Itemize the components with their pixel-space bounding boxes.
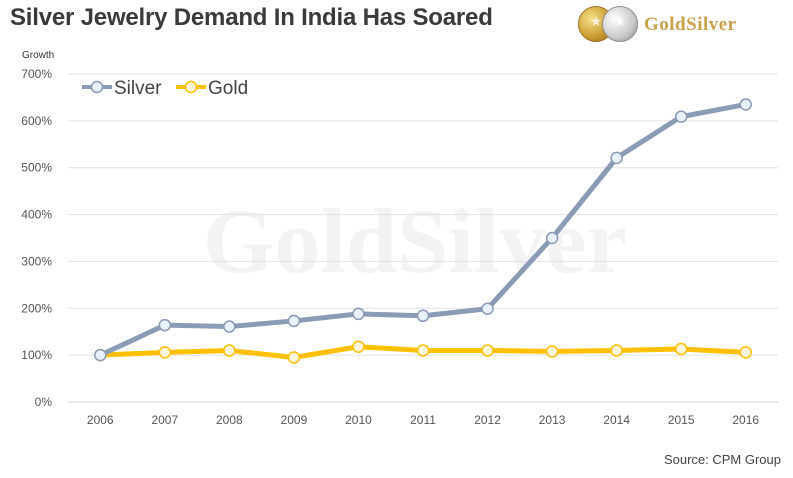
legend-item-gold: Gold	[176, 78, 248, 99]
legend-marker-silver	[90, 80, 104, 94]
data-point-silver	[416, 309, 430, 323]
data-point-gold	[481, 344, 494, 357]
data-point-silver	[158, 318, 172, 332]
x-tick-label: 2016	[732, 413, 759, 427]
legend-label-gold: Gold	[208, 78, 248, 99]
legend-item-silver: Silver	[82, 78, 162, 99]
series-layer	[94, 98, 752, 364]
series-silver	[94, 98, 752, 362]
x-tick-label: 2007	[151, 413, 178, 427]
data-point-gold	[674, 342, 688, 356]
x-tick-label: 2013	[539, 413, 566, 427]
x-tick-label: 2009	[281, 413, 308, 427]
x-tick-label: 2006	[87, 413, 114, 427]
data-point-silver	[545, 231, 559, 245]
y-tick-label: 500%	[21, 161, 52, 175]
chart-title: Silver Jewelry Demand In India Has Soare…	[10, 4, 493, 31]
x-tick-label: 2015	[668, 413, 695, 427]
legend: Silver Gold	[82, 78, 248, 99]
x-tick-label: 2008	[216, 413, 243, 427]
data-point-silver	[674, 110, 688, 123]
data-point-silver	[352, 307, 365, 321]
y-tick-label: 400%	[21, 208, 52, 222]
y-axis-title: Growth	[22, 50, 54, 61]
data-point-silver	[94, 348, 107, 362]
y-tick-label: 0%	[35, 395, 53, 409]
data-point-gold	[545, 345, 559, 358]
data-point-gold	[223, 344, 236, 357]
goldsilver-logo[interactable]: ★ ★ GoldSilver	[578, 4, 778, 44]
x-tick-label: 2014	[603, 413, 630, 427]
data-point-gold	[416, 344, 430, 357]
x-axis: 2006 2007 2008 2009 2010 2011 2012 2013 2014 2015…	[68, 401, 778, 427]
data-point-gold	[287, 351, 301, 364]
data-point-silver	[739, 98, 752, 111]
y-tick-label: 700%	[21, 67, 52, 81]
x-tick-label: 2011	[410, 413, 436, 427]
y-tick-label: 600%	[21, 114, 52, 128]
y-tick-label: 200%	[21, 301, 52, 315]
y-axis: 0% 100% 200% 300% 400% 500% 600% 700% Growth	[21, 50, 54, 409]
data-point-silver	[610, 151, 623, 165]
y-tick-label: 300%	[21, 254, 52, 268]
source-note: Source: CPM Group	[663, 452, 781, 467]
legend-marker-gold	[184, 80, 198, 94]
data-point-silver	[223, 320, 236, 333]
y-tick-label: 100%	[21, 348, 52, 362]
data-point-gold	[158, 346, 172, 359]
data-point-gold	[739, 346, 752, 359]
watermark: GoldSilver	[203, 190, 627, 292]
data-point-gold	[352, 340, 365, 353]
series-gold	[94, 340, 752, 364]
legend-label-silver: Silver	[114, 78, 162, 99]
x-tick-label: 2012	[474, 413, 501, 427]
logo-text: GoldSilver	[644, 14, 737, 35]
silver-coin-icon: ★	[602, 6, 638, 42]
data-point-gold	[610, 344, 623, 357]
data-point-silver	[481, 302, 494, 316]
x-tick-label: 2010	[345, 413, 372, 427]
data-point-silver	[287, 314, 301, 328]
